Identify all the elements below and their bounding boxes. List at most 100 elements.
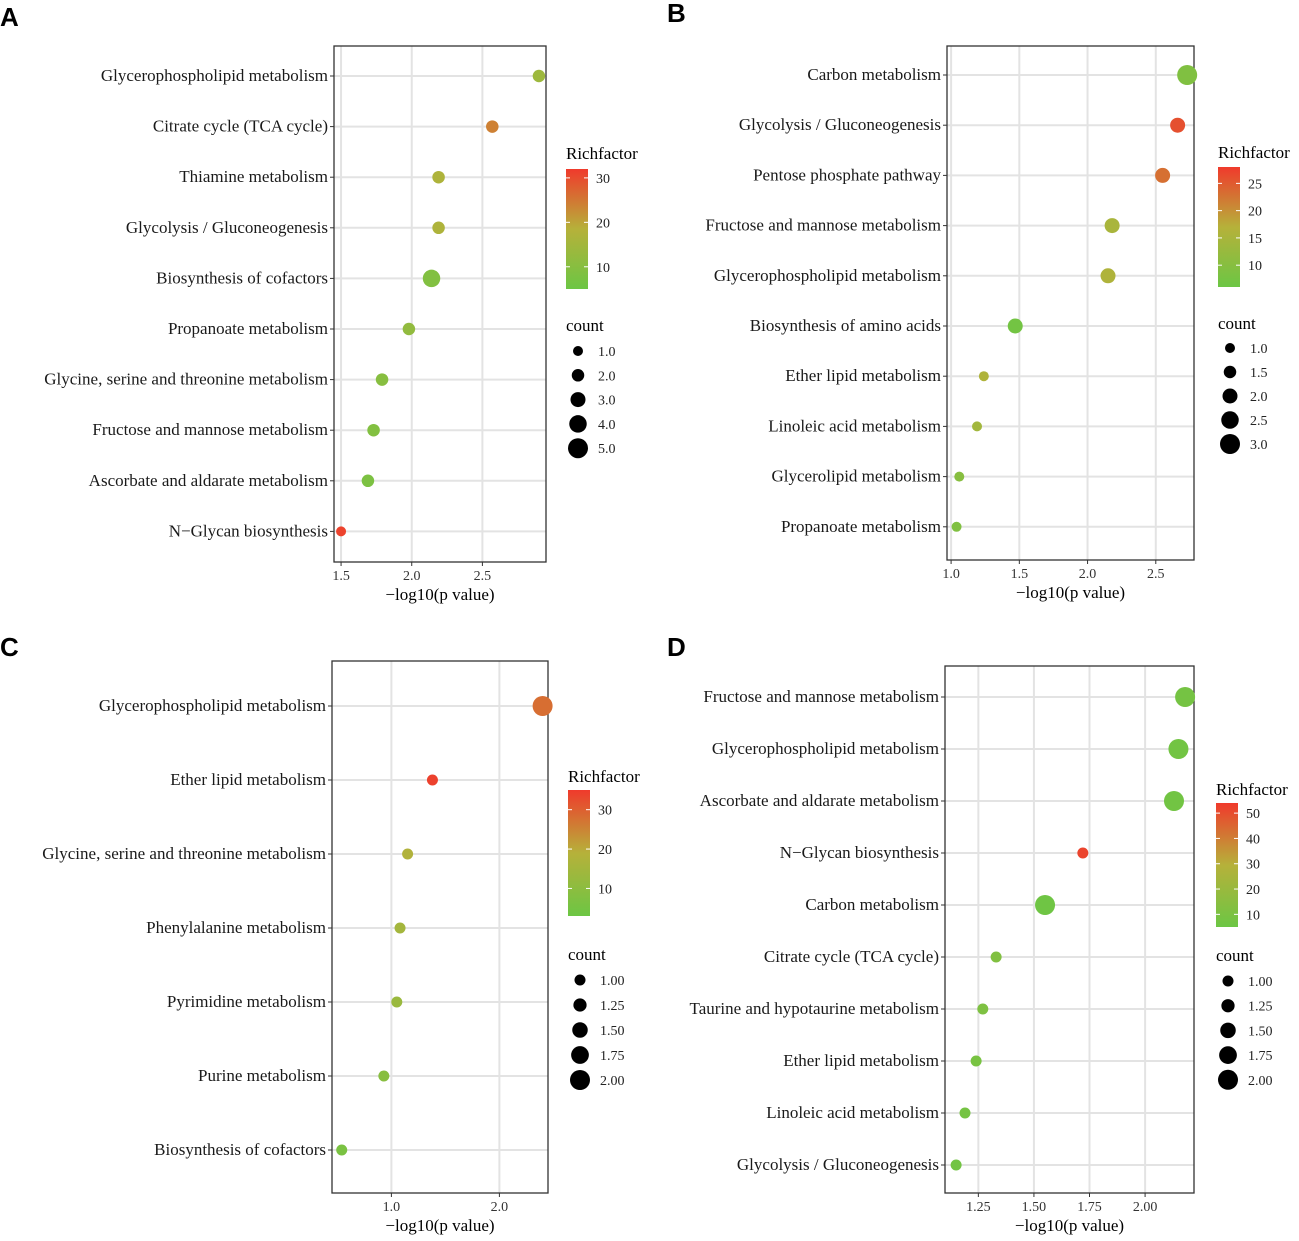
- x-tick-label: 2.0: [1079, 567, 1097, 582]
- category-label: Glycerolipid metabolism: [772, 467, 942, 486]
- colorbar: [566, 169, 588, 289]
- data-point: [970, 1055, 982, 1067]
- colorbar-label: 20: [1248, 205, 1262, 220]
- data-point: [402, 848, 414, 860]
- category-label: Ether lipid metabolism: [785, 366, 941, 385]
- category-label: Ascorbate and aldarate metabolism: [89, 471, 328, 490]
- data-point: [426, 774, 438, 786]
- data-point: [1163, 791, 1184, 811]
- category-label: Taurine and hypotaurine metabolism: [690, 999, 940, 1018]
- category-label: N−Glycan biosynthesis: [780, 843, 939, 862]
- colorbar-label: 20: [596, 216, 610, 231]
- colorbar: [1218, 167, 1240, 287]
- panel-label: A: [0, 2, 19, 32]
- size-label: 1.00: [600, 974, 625, 989]
- data-point: [1155, 167, 1171, 183]
- category-label: Carbon metabolism: [807, 65, 941, 84]
- category-label: Citrate cycle (TCA cycle): [764, 947, 939, 966]
- legend-title: count: [568, 945, 606, 964]
- category-label: Propanoate metabolism: [168, 319, 328, 338]
- category-label: Linoleic acid metabolism: [768, 416, 941, 435]
- legend-title: count: [1218, 314, 1256, 333]
- colorbar: [568, 790, 590, 916]
- data-point: [378, 1070, 390, 1082]
- data-point: [486, 120, 499, 133]
- size-label: 1.0: [598, 345, 616, 360]
- colorbar-label: 30: [598, 804, 612, 819]
- data-point: [1177, 65, 1198, 85]
- x-tick-label: 1.25: [966, 1200, 991, 1215]
- x-tick-label: 2.5: [474, 569, 492, 584]
- size-label: 4.0: [598, 418, 616, 433]
- size-key: [1223, 365, 1237, 379]
- category-label: Ether lipid metabolism: [783, 1051, 939, 1070]
- category-label: Fructose and mannose metabolism: [92, 420, 328, 439]
- size-key: [571, 1046, 589, 1064]
- richfactor-legend: Richfactor 10 20 30: [568, 767, 640, 916]
- size-key: [573, 998, 587, 1012]
- size-label: 1.75: [600, 1049, 625, 1064]
- size-key: [1220, 1022, 1236, 1039]
- size-label: 1.50: [600, 1024, 625, 1039]
- size-key: [1221, 411, 1239, 429]
- colorbar-label: 10: [598, 882, 612, 897]
- plot-border: [946, 45, 1195, 561]
- x-axis-title: −log10(p value): [1015, 1216, 1124, 1235]
- size-key: [573, 346, 583, 356]
- colorbar-label: 10: [596, 261, 610, 276]
- data-point: [1170, 117, 1186, 133]
- data-point: [1007, 318, 1023, 334]
- data-point: [336, 1144, 348, 1156]
- size-key: [1225, 343, 1235, 353]
- category-label: Purine metabolism: [198, 1066, 326, 1085]
- data-point: [532, 69, 546, 83]
- gridlines: [947, 46, 1194, 560]
- data-point: [1035, 895, 1056, 915]
- colorbar-label: 40: [1246, 832, 1260, 847]
- data-point: [402, 322, 416, 336]
- colorbar-label: 10: [1246, 908, 1260, 923]
- category-label: Fructose and mannose metabolism: [703, 687, 939, 706]
- count-legend: count 1.00 1.25 1.50 1.75 2.00: [1216, 946, 1273, 1090]
- size-key: [1220, 434, 1240, 454]
- category-label: Propanoate metabolism: [781, 517, 941, 536]
- size-key: [570, 1070, 590, 1090]
- data-point: [367, 423, 380, 437]
- category-label: Glycerophospholipid metabolism: [712, 739, 939, 758]
- size-label: 2.0: [1250, 390, 1268, 405]
- data-point: [361, 474, 375, 488]
- data-point: [978, 371, 989, 382]
- data-point: [394, 922, 406, 934]
- colorbar-label: 30: [1246, 858, 1260, 873]
- data-point: [959, 1107, 971, 1119]
- x-tick-label: 1.5: [332, 569, 350, 584]
- data-point: [1168, 739, 1189, 759]
- colorbar-label: 15: [1248, 232, 1262, 247]
- size-label: 1.5: [1250, 366, 1268, 381]
- size-key: [572, 1022, 588, 1038]
- legend-title: Richfactor: [568, 767, 640, 786]
- x-tick-label: 1.0: [383, 1200, 401, 1215]
- data-point: [391, 996, 403, 1008]
- size-label: 1.25: [1248, 1000, 1273, 1015]
- panel-b: B Carbon metabolism Glycolysis / Gluconeog…: [667, 0, 1290, 602]
- category-label: Pentose phosphate pathway: [753, 165, 941, 184]
- colorbar-label: 30: [596, 172, 610, 187]
- legend-title: count: [1216, 946, 1254, 965]
- size-key: [568, 438, 588, 459]
- size-label: 1.0: [1250, 342, 1268, 357]
- data-point: [422, 269, 441, 288]
- data-point: [336, 526, 347, 537]
- panel-label: D: [667, 632, 686, 662]
- category-label: Glycolysis / Gluconeogenesis: [739, 115, 941, 134]
- panel-label: C: [0, 632, 19, 662]
- size-key: [1221, 999, 1235, 1013]
- x-axis-title: −log10(p value): [385, 1216, 494, 1235]
- colorbar: [1216, 803, 1238, 927]
- legend-title: count: [566, 316, 604, 335]
- size-label: 2.5: [1250, 414, 1268, 429]
- category-label: Glycine, serine and threonine metabolism: [42, 844, 326, 863]
- size-label: 2.0: [598, 369, 616, 384]
- category-label: Ether lipid metabolism: [170, 770, 326, 789]
- size-label: 5.0: [598, 442, 616, 457]
